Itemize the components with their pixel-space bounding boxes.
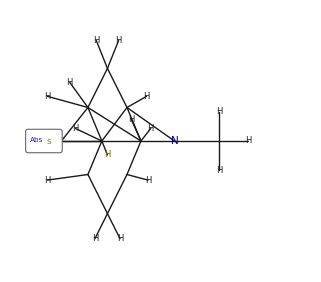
Text: Abs: Abs bbox=[30, 137, 43, 143]
Text: H: H bbox=[148, 124, 154, 133]
Text: H: H bbox=[117, 234, 123, 243]
Text: H: H bbox=[245, 136, 252, 146]
Text: H: H bbox=[72, 124, 79, 133]
FancyBboxPatch shape bbox=[26, 129, 62, 153]
Text: H: H bbox=[128, 115, 134, 124]
Text: H: H bbox=[44, 92, 51, 101]
Text: H: H bbox=[92, 234, 98, 243]
Text: H: H bbox=[143, 92, 150, 101]
Text: H: H bbox=[104, 151, 111, 159]
Text: N: N bbox=[170, 136, 178, 146]
Text: S: S bbox=[47, 139, 51, 145]
Text: H: H bbox=[145, 176, 151, 185]
Text: H: H bbox=[116, 36, 122, 45]
Text: H: H bbox=[216, 166, 222, 175]
Text: H: H bbox=[93, 36, 100, 45]
Text: H: H bbox=[66, 78, 73, 87]
Text: H: H bbox=[216, 107, 222, 116]
Text: H: H bbox=[44, 176, 51, 185]
